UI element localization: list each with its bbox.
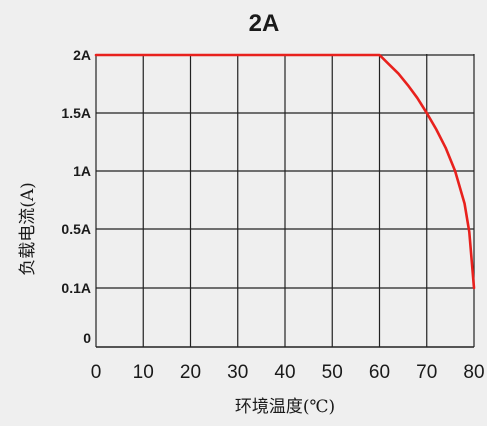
x-tick-label: 80 xyxy=(463,362,484,383)
x-tick-label: 70 xyxy=(416,362,437,383)
y-tick-label: 1A xyxy=(73,163,91,179)
y-tick-label: 1.5A xyxy=(61,105,91,121)
x-tick-label: 10 xyxy=(133,362,154,383)
x-axis-label: 环境温度(℃) xyxy=(235,397,335,417)
y-tick-label: 0.1A xyxy=(61,280,91,296)
y-tick-labels: 0 0.1A 0.5A 1A 1.5A 2A xyxy=(61,47,91,346)
chart-title: 2A xyxy=(249,10,280,37)
x-tick-label: 20 xyxy=(180,362,201,383)
series-line xyxy=(94,53,476,290)
x-tick-label: 60 xyxy=(369,362,390,383)
x-tick-labels: 0 10 20 30 40 50 60 70 80 xyxy=(91,362,485,383)
y-tick-label: 0.5A xyxy=(61,221,91,237)
y-tick-label: 2A xyxy=(73,47,91,63)
y-tick-label: 0 xyxy=(83,330,91,346)
x-tick-label: 0 xyxy=(91,362,102,383)
y-axis-label: 负载电流(A) xyxy=(18,182,38,276)
x-tick-label: 30 xyxy=(227,362,248,383)
series-layer xyxy=(94,53,476,290)
x-tick-label: 50 xyxy=(322,362,343,383)
x-tick-label: 40 xyxy=(274,362,295,383)
